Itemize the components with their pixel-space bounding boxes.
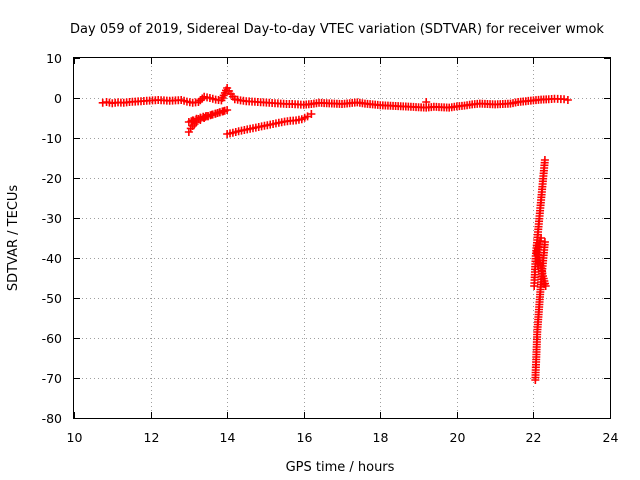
chart-title: Day 059 of 2019, Sidereal Day-to-day VTE… — [70, 22, 604, 37]
y-axis-title: SDTVAR / TECUs — [6, 185, 21, 292]
data-point — [540, 280, 549, 288]
data-points — [98, 84, 572, 384]
data-point — [563, 96, 572, 104]
y-tick-label: -20 — [42, 171, 62, 186]
x-tick-label: 16 — [297, 430, 313, 445]
x-axis-title: GPS time / hours — [286, 460, 395, 475]
y-tick-label: 0 — [54, 91, 62, 106]
data-point — [531, 376, 540, 384]
y-tick-label: -70 — [42, 371, 62, 386]
y-tick-label: -50 — [42, 291, 62, 306]
y-tick-label: -40 — [42, 251, 62, 266]
data-point — [202, 112, 211, 120]
plot-frame — [73, 57, 611, 419]
y-tick-label: -60 — [42, 331, 62, 346]
data-point — [530, 282, 539, 290]
y-tick-label: -10 — [42, 131, 62, 146]
x-tick-label: 22 — [526, 430, 542, 445]
series-main-band — [98, 84, 572, 112]
y-tick-label: 10 — [46, 51, 62, 66]
data-point — [188, 116, 197, 125]
x-tick-label: 10 — [67, 430, 83, 445]
data-point — [192, 114, 201, 123]
y-tick-label: -80 — [42, 411, 62, 426]
grid — [74, 58, 610, 418]
y-tick-label: -30 — [42, 211, 62, 226]
x-tick-label: 18 — [373, 430, 389, 445]
x-tick-label: 14 — [220, 430, 236, 445]
data-point — [307, 110, 316, 118]
x-tick-label: 20 — [450, 430, 466, 445]
x-tick-label: 24 — [603, 430, 619, 445]
data-point — [422, 98, 431, 106]
data-point — [184, 118, 193, 126]
axis-ticks: 10 12 14 16 18 20 22 24 10 0 -10 -20 -30 -40 -50 -60 -70… — [42, 51, 619, 445]
series-dip-branch-b — [531, 234, 550, 384]
x-tick-label: 12 — [144, 430, 160, 445]
series-lower-branch-13 — [184, 106, 232, 136]
series-lower-branch-14 — [223, 110, 316, 138]
